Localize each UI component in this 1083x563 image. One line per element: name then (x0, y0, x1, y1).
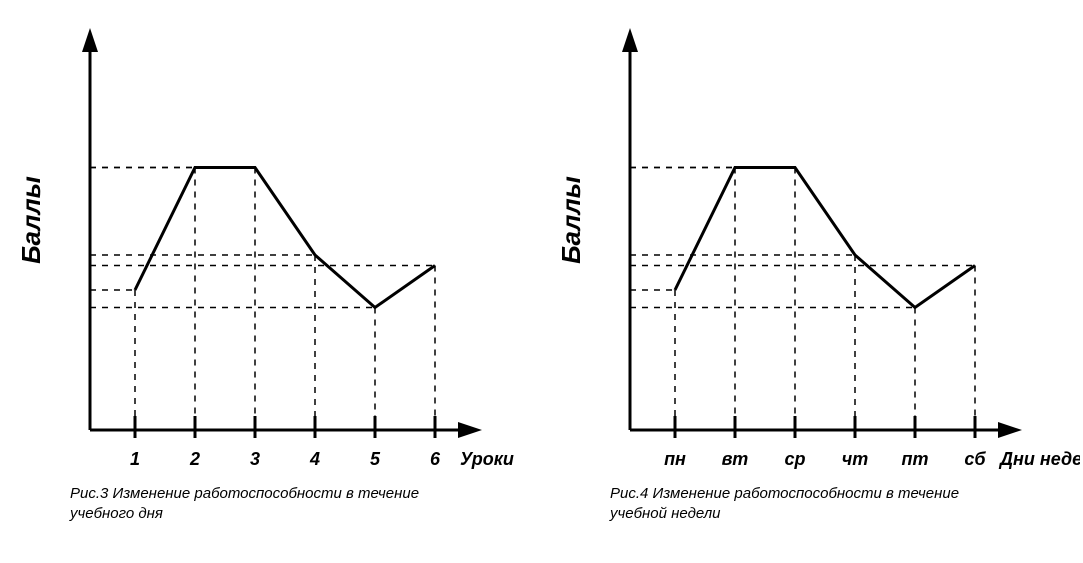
chart-right-xlabel-2: вт (722, 449, 749, 469)
chart-left-xlabel-2: 2 (189, 449, 200, 469)
chart-left-guides (90, 168, 435, 431)
chart-right-svg: Баллы (550, 20, 1080, 490)
chart-left-data-line (135, 168, 435, 308)
chart-right-xlabel-1: пн (664, 449, 686, 469)
chart-left-xlabel-3: 3 (250, 449, 260, 469)
chart-left-caption: Рис.3 Изменение работоспособности в тече… (70, 484, 450, 523)
chart-right-xlabel-5: пт (902, 449, 929, 469)
chart-left-x-arrow (458, 422, 482, 438)
chart-right-data-line (675, 168, 975, 308)
chart-left-y-label: Баллы (16, 176, 46, 264)
chart-left-ticks (135, 416, 435, 438)
chart-right-y-label: Баллы (556, 176, 586, 264)
chart-left-xlabel-1: 1 (130, 449, 140, 469)
chart-left-y-arrow (82, 28, 98, 52)
chart-right-xlabel-6: сб (964, 449, 986, 469)
chart-left-xlabel-4: 4 (309, 449, 320, 469)
chart-right-guides (630, 168, 975, 431)
chart-right-ticks (675, 416, 975, 438)
charts-container: Баллы (0, 0, 1083, 563)
chart-right-x-arrow (998, 422, 1022, 438)
chart-right-xlabel-3: ср (784, 449, 805, 469)
chart-left-svg: Баллы (10, 20, 530, 490)
chart-right-caption: Рис.4 Изменение работоспособности в тече… (610, 484, 990, 523)
chart-left-xlabel-5: 5 (370, 449, 381, 469)
chart-left-xlabel-6: 6 (430, 449, 441, 469)
chart-left-x-axis-label: Уроки (460, 449, 514, 469)
chart-right-y-arrow (622, 28, 638, 52)
chart-right-xlabel-4: чт (842, 449, 869, 469)
chart-left-panel: Баллы (10, 20, 530, 543)
chart-right-panel: Баллы (550, 20, 1080, 543)
chart-right-x-axis-label: Дни недели (998, 449, 1080, 469)
